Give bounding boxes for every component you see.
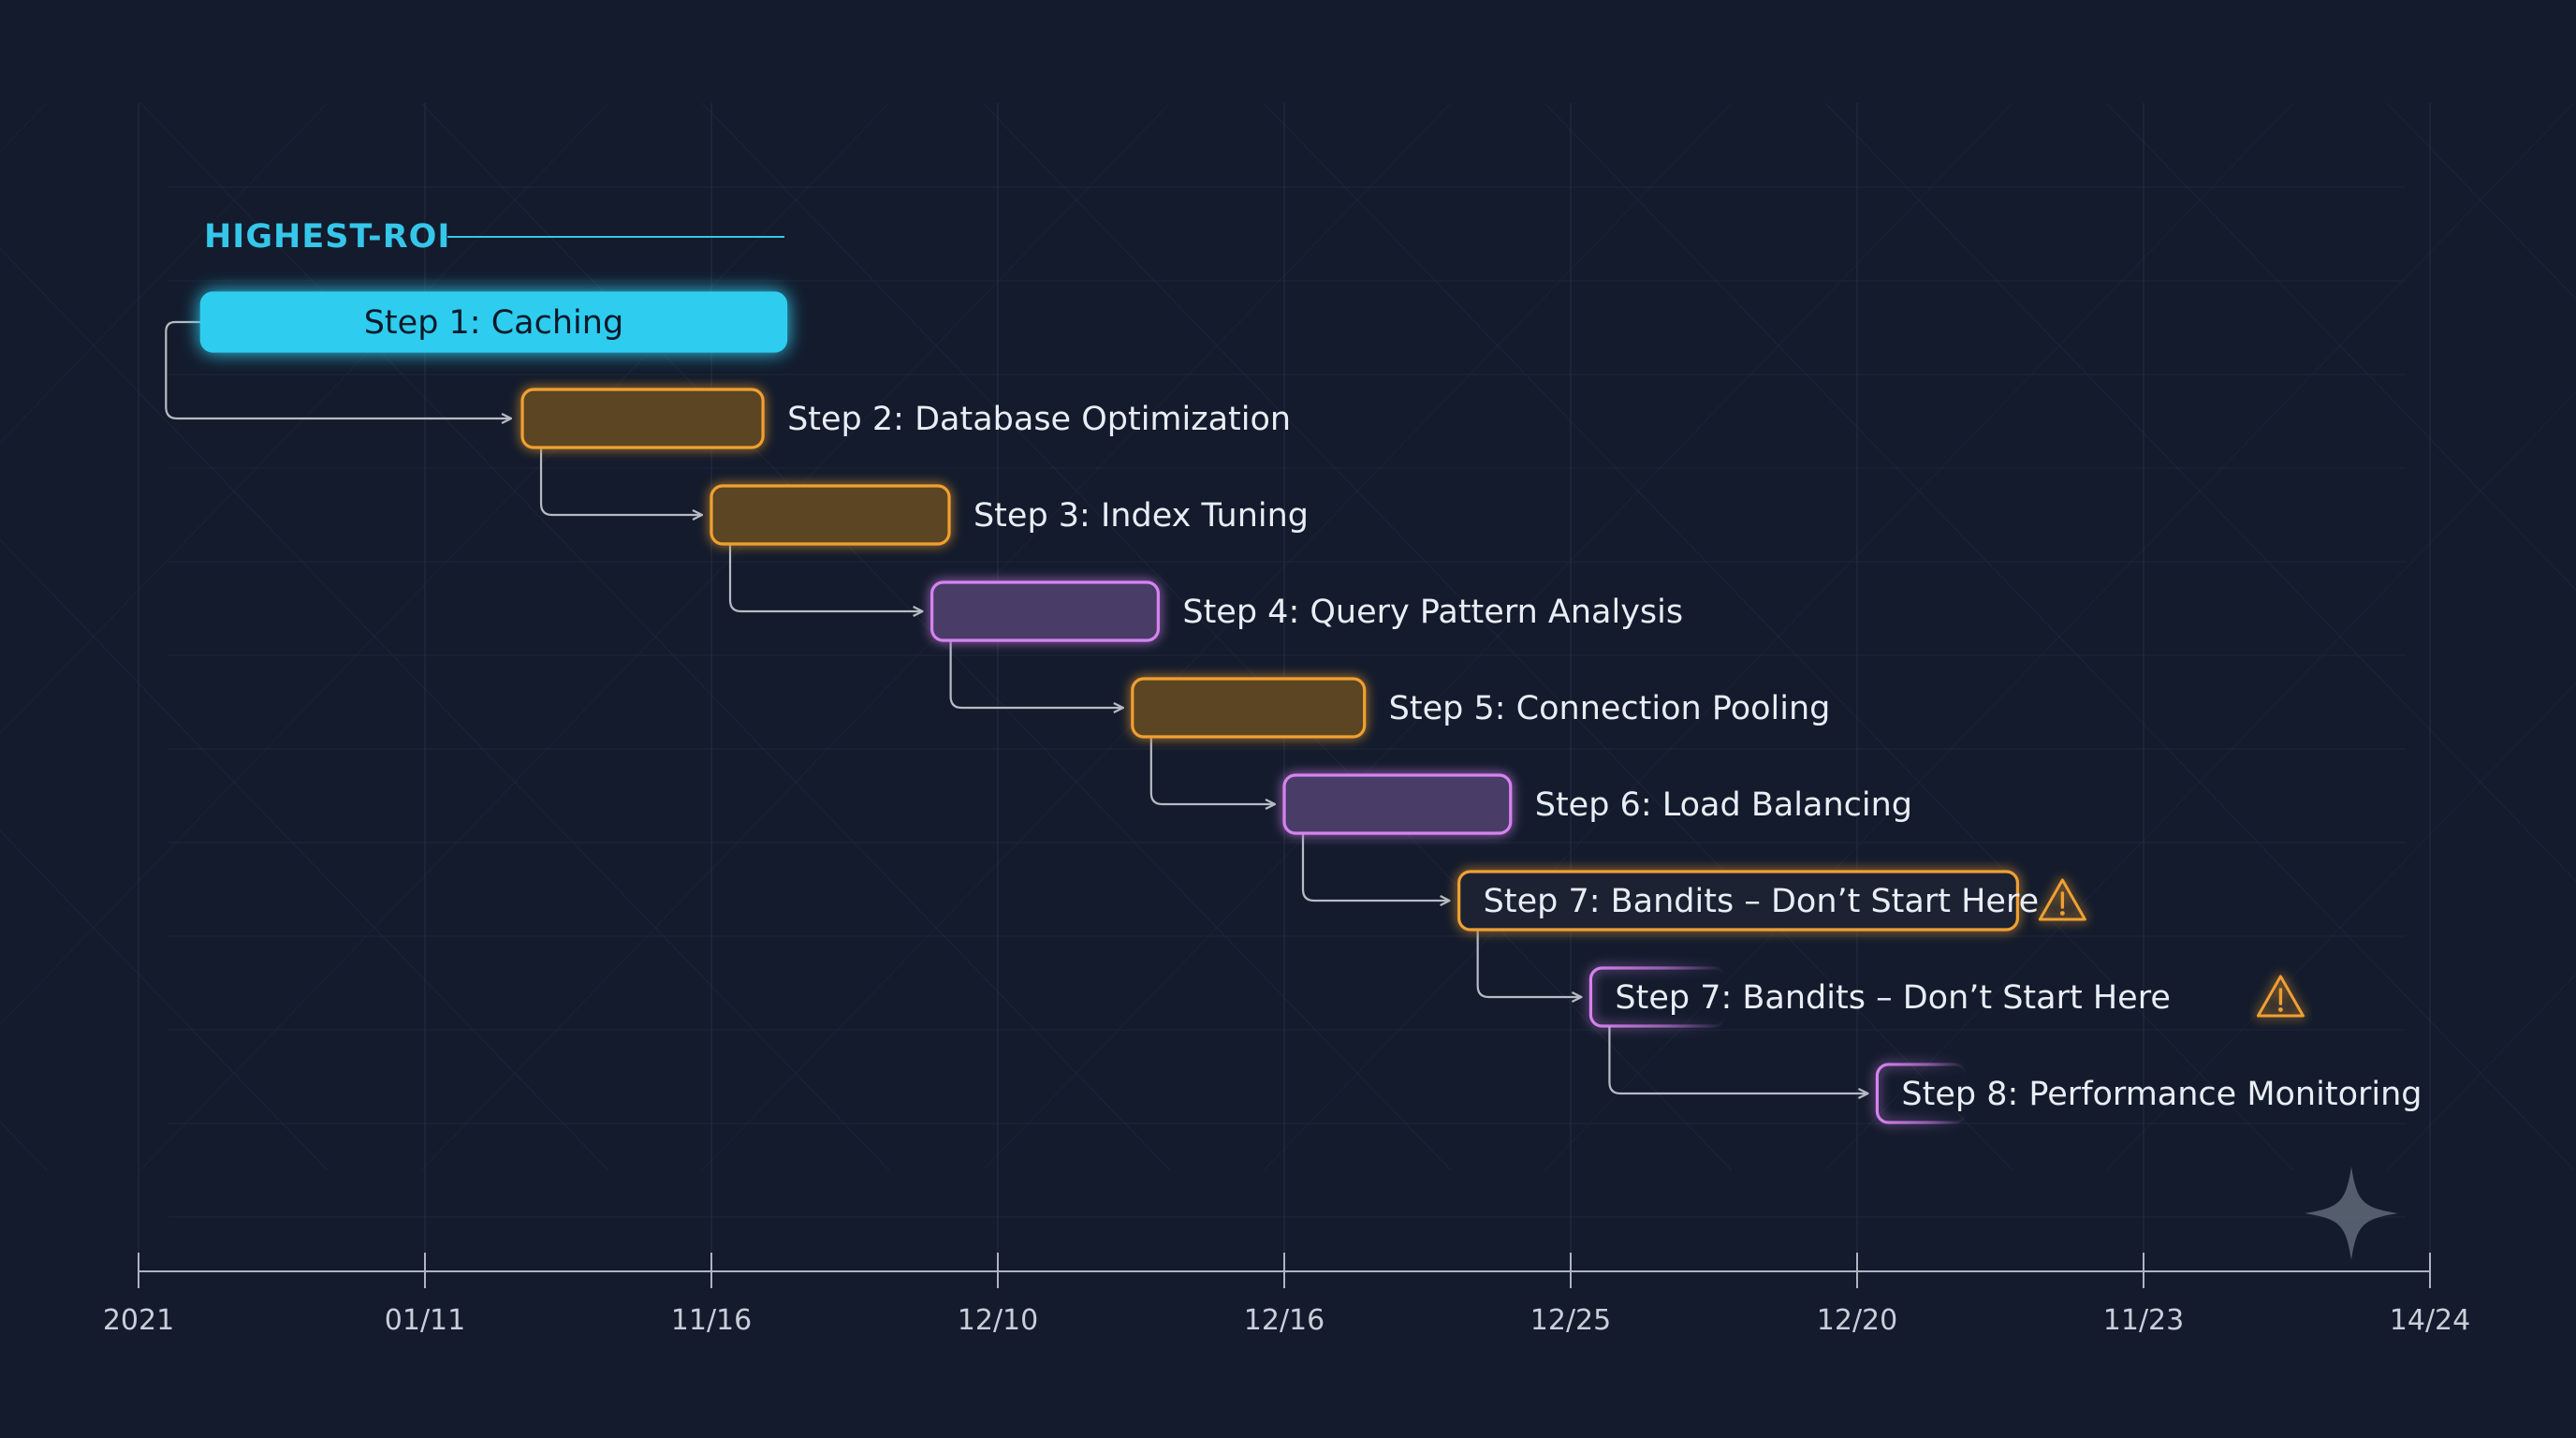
grid-diagonal bbox=[0, 102, 329, 444]
task-row: Step 2: Database Optimization bbox=[520, 388, 1291, 449]
task-label: Step 7: Bandits – Don’t Start Here bbox=[1484, 883, 2039, 920]
grid-diagonal bbox=[1824, 102, 2576, 882]
x-tick-label: 14/24 bbox=[2390, 1304, 2470, 1337]
connector-arrow bbox=[539, 448, 702, 515]
x-tick-label: 12/20 bbox=[1817, 1304, 1897, 1337]
task-row: Step 8: Performance Monitoring bbox=[1875, 1063, 2422, 1124]
task-row: Step 1: Caching bbox=[199, 291, 788, 353]
background-grid bbox=[0, 102, 2576, 1255]
task-label: Step 4: Query Pattern Analysis bbox=[1182, 594, 1683, 631]
task-bar bbox=[520, 388, 765, 449]
x-tick-label: 01/11 bbox=[385, 1304, 465, 1337]
grid-diagonal bbox=[0, 102, 609, 735]
x-tick-label: 2021 bbox=[103, 1304, 174, 1337]
grid-diagonal bbox=[701, 102, 1733, 1171]
grid-diagonal bbox=[982, 102, 2013, 1171]
task-row: Step 4: Query Pattern Analysis bbox=[930, 580, 1683, 642]
grid-diagonal bbox=[1263, 102, 2294, 1171]
connector-arrow bbox=[165, 320, 511, 418]
task-row: Step 7: Bandits – Don’t Start Here bbox=[1457, 870, 2086, 932]
grid-diagonal bbox=[701, 102, 1733, 1171]
grid-diagonal bbox=[1544, 102, 2575, 1171]
task-label: Step 8: Performance Monitoring bbox=[1901, 1076, 2422, 1113]
task-row: Step 7: Bandits – Don’t Start Here bbox=[1588, 966, 2305, 1028]
connector-arrow bbox=[949, 640, 1123, 708]
task-bar bbox=[930, 580, 1160, 642]
connector-arrow bbox=[1149, 737, 1275, 804]
connector-arrow bbox=[1608, 1026, 1867, 1093]
task-connectors bbox=[165, 320, 1867, 1093]
grid-diagonal bbox=[2386, 102, 2576, 301]
grid-diagonal bbox=[0, 829, 329, 1171]
x-axis: 2021 01/11 11/16 12/10 12/16 12/25 12/20 11/23 1… bbox=[103, 1253, 2470, 1337]
task-label: Step 2: Database Optimization bbox=[787, 401, 1291, 438]
section-label: HIGHEST-ROI bbox=[204, 218, 450, 256]
grid-diagonal bbox=[2105, 682, 2576, 1171]
grid-diagonal bbox=[1263, 102, 2294, 1171]
grid-diagonal bbox=[982, 102, 2013, 1171]
task-label: Step 7: Bandits – Don’t Start Here bbox=[1615, 979, 2170, 1017]
task-bars: Step 1: Caching Step 2: Database Optimiza… bbox=[199, 291, 2422, 1124]
grid-diagonal bbox=[0, 102, 890, 1026]
task-bar bbox=[1282, 773, 1513, 835]
connector-arrow bbox=[728, 544, 923, 611]
sparkle-icon bbox=[2305, 1167, 2398, 1260]
grid-diagonal bbox=[139, 102, 1171, 1171]
grid-diagonal bbox=[0, 102, 48, 153]
connector-arrow bbox=[1301, 833, 1450, 901]
task-bar bbox=[710, 484, 951, 546]
grid-diagonal bbox=[0, 538, 609, 1171]
task-bar bbox=[1588, 966, 1727, 1028]
x-tick-label: 12/25 bbox=[1530, 1304, 1611, 1337]
task-bar bbox=[1457, 870, 2019, 932]
grid-diagonal bbox=[2386, 973, 2576, 1171]
warning-triangle-icon bbox=[2038, 878, 2086, 921]
x-tick-label: 11/16 bbox=[671, 1304, 752, 1337]
grid-diagonal bbox=[0, 247, 890, 1171]
x-tick-label: 12/10 bbox=[958, 1304, 1038, 1337]
task-label: Step 3: Index Tuning bbox=[973, 497, 1309, 535]
task-row: Step 3: Index Tuning bbox=[710, 484, 1309, 546]
task-label: Step 6: Load Balancing bbox=[1535, 786, 1912, 824]
task-row: Step 6: Load Balancing bbox=[1282, 773, 1912, 835]
x-tick-label: 11/23 bbox=[2103, 1304, 2184, 1337]
warning-triangle-icon bbox=[2256, 975, 2305, 1018]
connector-arrow bbox=[1476, 930, 1582, 997]
task-label: Step 5: Connection Pooling bbox=[1389, 690, 1831, 727]
x-tick-label: 12/16 bbox=[1244, 1304, 1325, 1337]
task-bar bbox=[1875, 1063, 1968, 1124]
grid-diagonal bbox=[0, 1121, 48, 1171]
task-bar bbox=[1131, 677, 1367, 739]
grid-diagonal bbox=[1544, 102, 2575, 1171]
task-row: Step 5: Connection Pooling bbox=[1131, 677, 1831, 739]
task-label: Step 1: Caching bbox=[364, 304, 623, 342]
grid-diagonal bbox=[139, 102, 1171, 1171]
section-header: HIGHEST-ROI bbox=[204, 218, 784, 256]
task-bar bbox=[199, 291, 788, 353]
grid-diagonal bbox=[2105, 102, 2576, 591]
grid-diagonal bbox=[1824, 391, 2576, 1171]
